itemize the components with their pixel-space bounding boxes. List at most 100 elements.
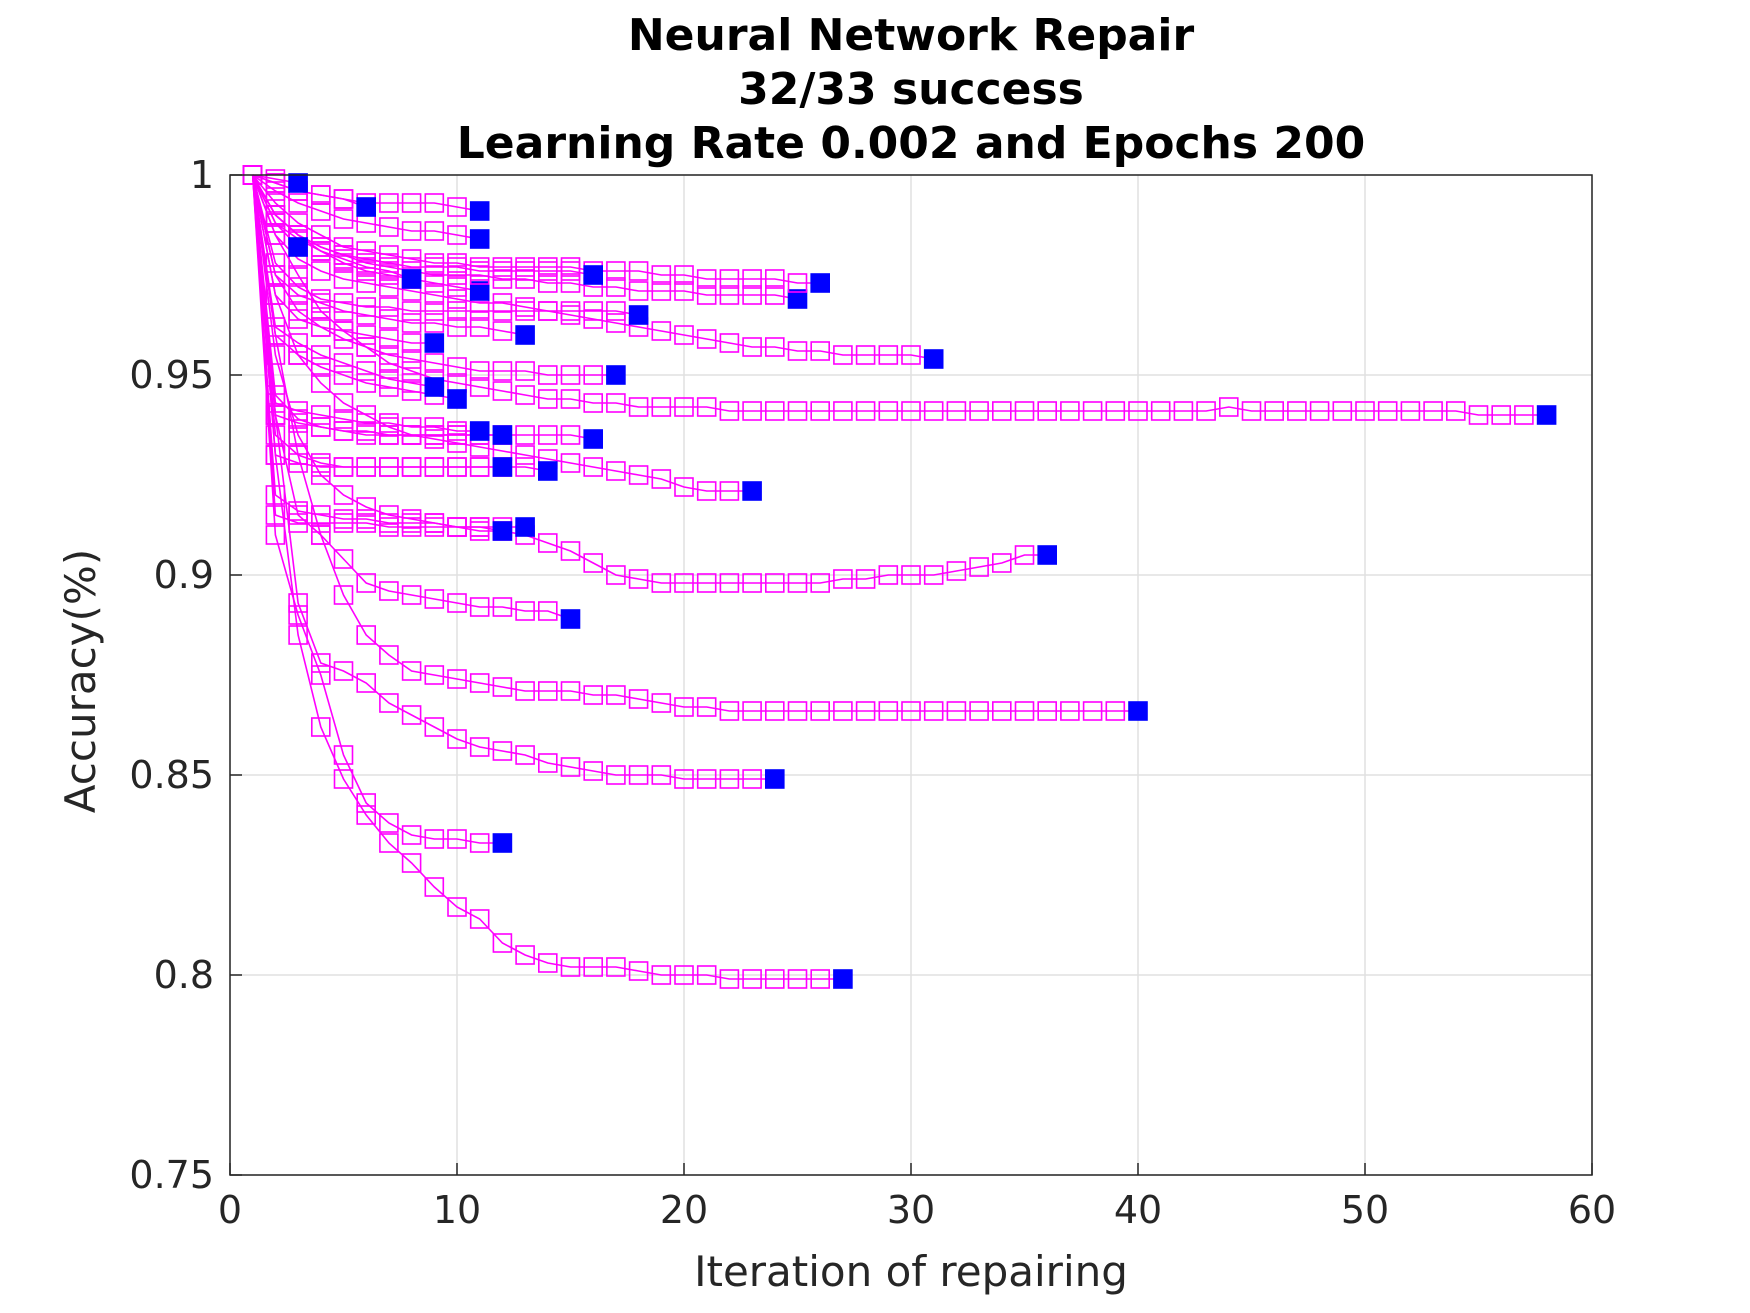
x-axis-label: Iteration of repairing — [694, 1247, 1128, 1296]
data-point-marker — [901, 565, 921, 585]
data-point-marker — [288, 333, 308, 353]
data-point-marker — [1082, 401, 1103, 421]
data-point-marker — [515, 681, 535, 701]
data-point-marker — [469, 261, 490, 281]
final-point-marker — [583, 429, 604, 449]
data-point-marker — [923, 401, 944, 421]
x-tick-label: 0 — [218, 1188, 242, 1232]
data-point-marker — [401, 417, 422, 437]
data-point-marker — [946, 701, 967, 721]
data-point-marker — [969, 557, 989, 577]
data-point-marker — [469, 317, 490, 337]
data-point-marker — [288, 593, 308, 613]
data-point-marker — [1014, 545, 1035, 565]
data-point-marker — [310, 241, 331, 261]
data-point-marker — [379, 329, 399, 349]
data-point-marker — [492, 381, 513, 401]
data-point-marker — [764, 969, 785, 989]
data-point-marker — [583, 553, 604, 573]
data-point-marker — [674, 325, 694, 345]
data-point-marker — [401, 705, 422, 725]
final-point-marker — [1037, 545, 1057, 565]
final-point-marker — [469, 281, 490, 301]
series-1 — [242, 165, 1557, 425]
series-31 — [242, 165, 377, 217]
data-point-marker — [333, 209, 354, 229]
data-point-marker — [810, 701, 831, 721]
data-point-marker — [310, 665, 331, 685]
series-19 — [242, 165, 445, 353]
final-point-marker — [469, 229, 490, 249]
data-point-marker — [379, 261, 399, 281]
series-line — [251, 174, 435, 388]
data-point-marker — [1014, 701, 1035, 721]
data-point-marker — [447, 197, 467, 217]
data-point-marker — [787, 701, 808, 721]
series-line — [251, 174, 435, 344]
final-point-marker — [560, 609, 581, 629]
final-point-marker — [583, 265, 604, 285]
data-point-marker — [492, 301, 513, 321]
data-point-marker — [537, 261, 558, 281]
data-point-marker — [719, 333, 740, 353]
data-point-marker — [356, 497, 377, 517]
data-point-marker — [946, 401, 967, 421]
data-point-marker — [447, 729, 467, 749]
data-point-marker — [696, 481, 717, 501]
final-point-marker — [356, 197, 377, 217]
data-point-marker — [310, 185, 331, 205]
data-point-marker — [310, 225, 331, 245]
data-point-marker — [583, 393, 604, 413]
data-point-marker — [401, 349, 422, 369]
series-24 — [242, 165, 808, 309]
series-line — [251, 174, 480, 432]
series-line — [251, 174, 503, 468]
data-point-marker — [333, 421, 354, 441]
data-point-marker — [492, 677, 513, 697]
series-13 — [242, 165, 604, 449]
series-line — [251, 174, 639, 316]
series-line — [251, 174, 616, 376]
data-point-marker — [265, 445, 286, 465]
data-point-marker — [1037, 701, 1057, 721]
data-point-marker — [379, 813, 399, 833]
final-point-marker — [742, 481, 762, 501]
data-point-marker — [379, 645, 399, 665]
x-tick-label: 20 — [660, 1188, 708, 1232]
data-point-marker — [265, 285, 286, 305]
data-point-marker — [1514, 405, 1534, 425]
data-point-marker — [288, 309, 308, 329]
data-point-marker — [674, 281, 694, 301]
data-point-marker — [855, 345, 876, 365]
series-4 — [242, 165, 785, 789]
data-point-marker — [310, 513, 331, 533]
data-point-marker — [288, 605, 308, 625]
data-point-marker — [333, 661, 354, 681]
data-point-marker — [560, 425, 581, 445]
data-point-marker — [401, 661, 422, 681]
x-tick-label: 40 — [1114, 1188, 1162, 1232]
y-tick-label: 1 — [190, 153, 214, 197]
data-point-marker — [379, 217, 399, 237]
data-point-marker — [810, 573, 831, 593]
data-point-marker — [1332, 401, 1353, 421]
data-point-marker — [333, 769, 354, 789]
data-point-marker — [787, 273, 808, 293]
data-point-marker — [560, 757, 581, 777]
data-point-marker — [1219, 397, 1239, 417]
x-tick-label: 50 — [1341, 1188, 1389, 1232]
data-point-marker — [424, 193, 445, 213]
data-point-marker — [515, 601, 535, 621]
series-line — [251, 174, 503, 436]
final-point-marker — [288, 237, 308, 257]
data-point-marker — [878, 345, 899, 365]
data-point-marker — [651, 573, 672, 593]
data-point-marker — [628, 465, 649, 485]
data-point-marker — [651, 397, 672, 417]
axes — [229, 174, 1593, 1176]
data-point-marker — [764, 573, 785, 593]
final-point-marker — [515, 517, 535, 537]
data-point-marker — [991, 701, 1012, 721]
data-point-marker — [379, 425, 399, 445]
data-point-marker — [356, 573, 377, 593]
